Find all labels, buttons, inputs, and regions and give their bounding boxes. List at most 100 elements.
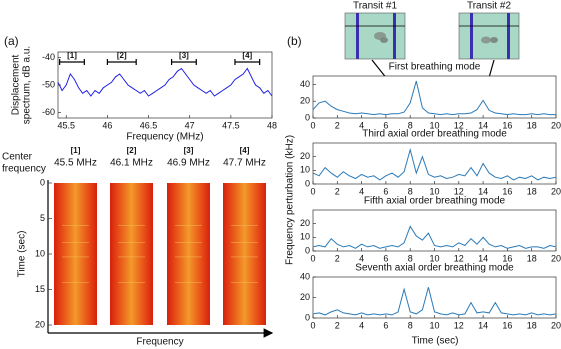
y-tick-label: 20: [300, 218, 310, 228]
side-label: Center: [2, 152, 33, 163]
x-tick-label: 6: [383, 186, 388, 196]
y-tick-label: 20: [300, 96, 310, 106]
x-tick-label: 8: [408, 320, 413, 330]
y-tick-label: 15: [35, 284, 45, 294]
x-tick-label: 14: [478, 253, 488, 263]
data-line: [312, 80, 556, 116]
y-tick-label: -40: [42, 52, 55, 62]
y-tick-label: 0: [305, 178, 310, 188]
y-tick-label: 5: [40, 213, 45, 223]
x-tick-label: 18: [527, 120, 537, 130]
y-tick-label: 20: [300, 292, 310, 302]
inset-title: Transit #2: [467, 1, 512, 12]
x-tick-label: 0: [310, 320, 315, 330]
data-line: [312, 225, 557, 249]
x-tick-label: 16: [502, 120, 512, 130]
x-tick-label: 2: [335, 253, 340, 263]
y-axis-label: Frequency perturbation (kHz): [285, 135, 296, 265]
y-tick-label: 0: [305, 245, 310, 255]
inset-image: [458, 12, 520, 60]
x-tick-label: 6: [383, 253, 388, 263]
chart-title: Seventh axial order breathing mode: [355, 263, 514, 274]
x-tick-label: 16: [502, 253, 512, 263]
annotation-bracket: [106, 59, 137, 65]
column-label: [3]: [184, 146, 194, 155]
spectrogram: [223, 183, 266, 325]
x-tick-label: 20: [551, 186, 561, 196]
panel-label: (a): [4, 34, 19, 48]
x-tick-label: 18: [527, 320, 537, 330]
x-tick-label: 2: [335, 320, 340, 330]
x-axis-label: Time (sec): [412, 336, 459, 347]
y-axis-label: Time (sec): [17, 231, 28, 278]
x-tick-label: 2: [335, 186, 340, 196]
inset-title: Transit #1: [353, 1, 398, 12]
spectrogram: [54, 183, 97, 325]
x-tick-label: 12: [454, 253, 464, 263]
x-tick-label: 20: [551, 120, 561, 130]
x-tick-label: 0: [310, 120, 315, 130]
y-axis-label: Displacement: [11, 54, 22, 115]
column-label: [1]: [71, 146, 81, 155]
y-tick-label: 20: [35, 319, 45, 329]
x-tick-label: 12: [454, 186, 464, 196]
data-line: [312, 287, 557, 316]
x-tick-label: 46: [102, 120, 112, 130]
y-tick-label: -60: [42, 107, 55, 117]
data-line: [57, 67, 273, 97]
annotation: [3]: [179, 51, 189, 60]
x-tick-label: 18: [527, 186, 537, 196]
side-label: frequency: [2, 164, 46, 175]
y-tick-label: 10: [35, 248, 45, 258]
x-tick-label: 10: [429, 120, 439, 130]
y-tick-label: 40: [300, 79, 310, 89]
x-tick-label: 47.5: [222, 120, 240, 130]
column-label: [2]: [127, 146, 137, 155]
inset-image: [344, 12, 406, 60]
x-tick-label: 47: [185, 120, 195, 130]
x-tick-label: 6: [383, 320, 388, 330]
x-tick-label: 14: [478, 186, 488, 196]
x-tick-label: 48: [267, 120, 277, 130]
annotation: [1]: [67, 51, 77, 60]
y-tick-label: 0: [305, 112, 310, 122]
plot-frame: [312, 142, 557, 185]
x-axis-label: Frequency (MHz): [126, 132, 203, 143]
x-tick-label: 18: [527, 253, 537, 263]
spectrogram-image: [54, 183, 97, 325]
spectrogram: [167, 183, 210, 325]
x-tick-label: 8: [408, 253, 413, 263]
spectrogram-image: [223, 183, 266, 325]
x-tick-label: 4: [359, 120, 364, 130]
x-tick-label: 0: [310, 253, 315, 263]
column-label: [4]: [240, 146, 250, 155]
x-tick-label: 10: [429, 253, 439, 263]
x-tick-label: 46.5: [140, 120, 158, 130]
x-tick-label: 10: [429, 186, 439, 196]
y-tick-label: 0: [40, 177, 45, 187]
x-tick-label: 6: [383, 120, 388, 130]
panel-label: (b): [287, 34, 302, 48]
x-tick-label: 8: [408, 186, 413, 196]
x-tick-label: 16: [502, 320, 512, 330]
chart-title: First breathing mode: [389, 62, 481, 73]
x-tick-label: 20: [551, 253, 561, 263]
x-tick-label: 10: [429, 320, 439, 330]
annotation: [4]: [242, 51, 252, 60]
chart-title: Third axial order breathing mode: [362, 129, 507, 140]
x-tick-label: 12: [454, 320, 464, 330]
column-value: 45.5 MHz: [54, 158, 97, 169]
annotation-bracket: [59, 59, 85, 65]
x-tick-label: 16: [502, 186, 512, 196]
y-tick-label: 40: [300, 271, 310, 281]
x-tick-label: 2: [335, 120, 340, 130]
x-tick-label: 4: [359, 320, 364, 330]
x-tick-label: 12: [454, 120, 464, 130]
x-tick-label: 4: [359, 186, 364, 196]
x-tick-label: 8: [408, 120, 413, 130]
chart-title: Fifth axial order breathing mode: [364, 196, 506, 207]
annotation-bracket: [170, 59, 197, 65]
data-line: [312, 147, 557, 181]
spectrogram-image: [110, 183, 153, 325]
